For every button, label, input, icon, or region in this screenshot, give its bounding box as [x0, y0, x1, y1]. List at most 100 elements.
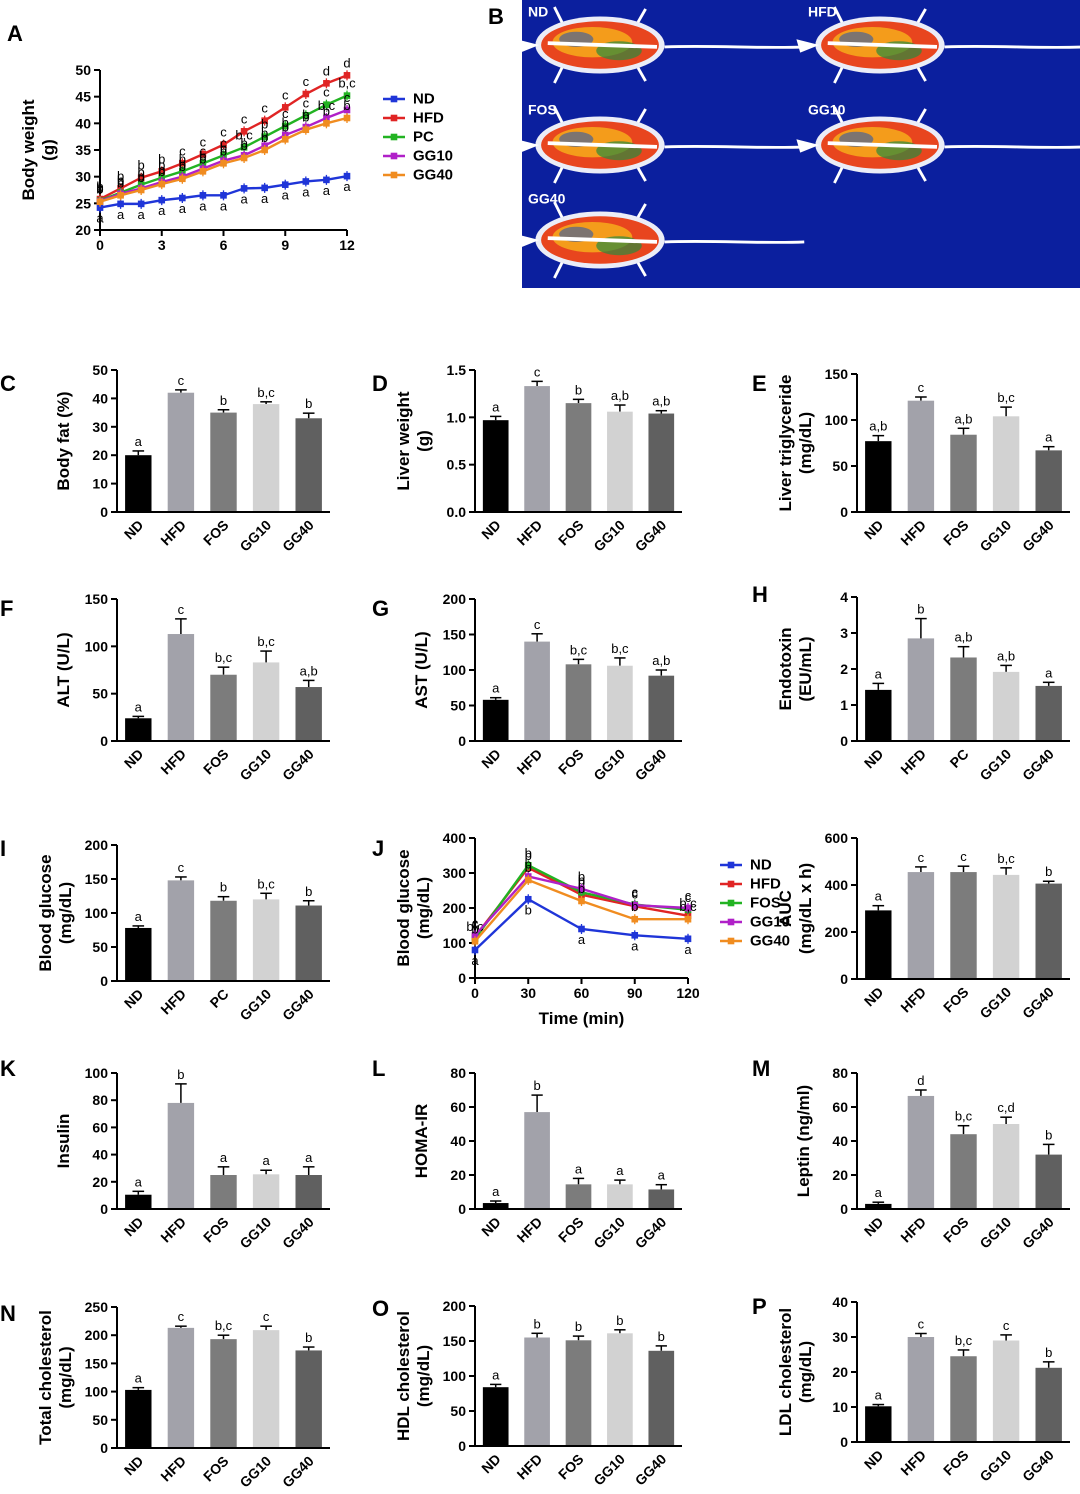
significance-label: b [177, 1067, 184, 1082]
significance-label: a [117, 207, 125, 222]
data-point [684, 915, 692, 923]
data-point [631, 901, 639, 909]
x-tick-label: HFD [514, 746, 546, 778]
y-tick-label: 200 [85, 837, 109, 853]
bar-hfd [907, 872, 935, 979]
significance-label: b [240, 135, 247, 150]
significance-label: a [323, 183, 331, 198]
bar-fos [950, 1356, 977, 1442]
bar-hfd [524, 1337, 550, 1446]
significance-label: c [178, 860, 185, 875]
significance-label: b [138, 158, 145, 173]
x-tick-label: GG10 [976, 517, 1014, 555]
mouse-head [796, 139, 820, 153]
data-point [137, 174, 145, 182]
x-tick-label: HFD [157, 746, 189, 778]
mouse-spine [547, 141, 658, 149]
x-tick-label: GG10 [236, 1453, 274, 1491]
y-axis-title-line: Blood glucose [394, 849, 413, 966]
image-label-fos: FOS [528, 101, 557, 117]
x-tick-label: HFD [514, 517, 546, 549]
data-point [96, 198, 104, 206]
significance-label: a,b [954, 411, 972, 426]
bar-gg40 [295, 1175, 322, 1209]
significance-label: a [616, 1163, 624, 1178]
y-tick-label: 100 [85, 1384, 109, 1400]
x-tick-label: GG40 [632, 517, 670, 555]
significance-label: b [305, 1330, 312, 1345]
x-tick-label: GG10 [236, 986, 274, 1024]
significance-label: b [305, 884, 312, 899]
y-tick-label: 60 [92, 1119, 108, 1135]
data-point [240, 154, 248, 162]
y-tick-label: 30 [92, 419, 108, 435]
bar-gg40 [1035, 1367, 1062, 1442]
y-tick-label: 100 [443, 935, 467, 951]
bar-gg10 [992, 874, 1020, 979]
significance-label: c [472, 917, 479, 932]
data-point [281, 104, 289, 111]
significance-label: b,c [215, 650, 233, 665]
x-tick-label: ND [121, 746, 147, 772]
panel-label-k: K [0, 1056, 16, 1081]
significance-label: b [96, 181, 103, 196]
y-axis-title: Body weight(g) [19, 99, 58, 200]
mouse-leg [636, 203, 647, 218]
significance-label: a [135, 1371, 143, 1386]
bar-gg10 [607, 1184, 633, 1209]
significance-label: c [960, 849, 967, 864]
legend-swatch-marker [727, 880, 735, 888]
mouse-tail [664, 239, 805, 244]
data-point [240, 128, 248, 135]
data-point [323, 80, 330, 87]
y-tick-label: 1.0 [447, 409, 467, 425]
x-tick-label: GG10 [976, 746, 1014, 784]
legend-swatch-marker [727, 918, 735, 926]
data-point [158, 168, 166, 175]
significance-label: a,b [869, 419, 887, 434]
significance-label: b [261, 130, 268, 145]
significance-label: a [135, 909, 143, 924]
y-tick-label: 250 [85, 1299, 109, 1315]
significance-label: b,c [235, 127, 253, 142]
bar-gg10 [252, 1330, 280, 1448]
bar-hfd [167, 392, 195, 512]
chart-panel-m: a ND d HFD b,c FOS c,d GG10 b GG40 0 20 40 60 80 Leptin… [794, 1065, 1070, 1252]
y-axis-title: HDL cholesterol(mg/dL) [394, 1311, 433, 1441]
x-tick-label: ND [478, 1451, 504, 1477]
y-tick-label: 80 [450, 1065, 466, 1081]
panel-label-h: H [752, 582, 768, 607]
significance-label: a,b [954, 630, 972, 645]
significance-label: c [1003, 1318, 1010, 1333]
bar-gg40 [1035, 1154, 1062, 1209]
significance-label: a [302, 184, 310, 199]
y-tick-label: 20 [450, 1167, 466, 1183]
data-point [343, 106, 351, 114]
mouse-tail [664, 44, 805, 49]
x-tick-label: HFD [514, 1214, 546, 1246]
y-tick-label: 1 [840, 697, 848, 713]
legend-label-pc: PC [413, 129, 434, 146]
x-tick-label: GG10 [590, 746, 628, 784]
y-tick-label: 100 [85, 1065, 109, 1081]
data-point [578, 885, 585, 893]
significance-label: b [117, 175, 124, 190]
bar-nd [865, 1203, 892, 1209]
significance-label: b [575, 1319, 582, 1334]
significance-label: b [323, 103, 330, 118]
significance-label: b [138, 170, 145, 185]
significance-label: c [263, 1309, 270, 1324]
x-tick-label: HFD [157, 1453, 189, 1485]
y-tick-label: 200 [443, 1298, 467, 1314]
y-tick-label: 150 [443, 627, 467, 643]
y-axis-title-line: Blood glucose [36, 854, 55, 971]
bar-gg10 [607, 1333, 633, 1446]
y-tick-label: 0 [100, 1201, 108, 1217]
panel-label-g: G [372, 596, 389, 621]
x-tick-label: FOS [200, 746, 232, 778]
x-tick-label: 9 [281, 237, 289, 253]
y-axis-title: Blood glucose(mg/dL) [394, 849, 433, 966]
data-point [261, 117, 268, 124]
significance-label: b [138, 165, 145, 180]
significance-label: a [492, 681, 500, 696]
